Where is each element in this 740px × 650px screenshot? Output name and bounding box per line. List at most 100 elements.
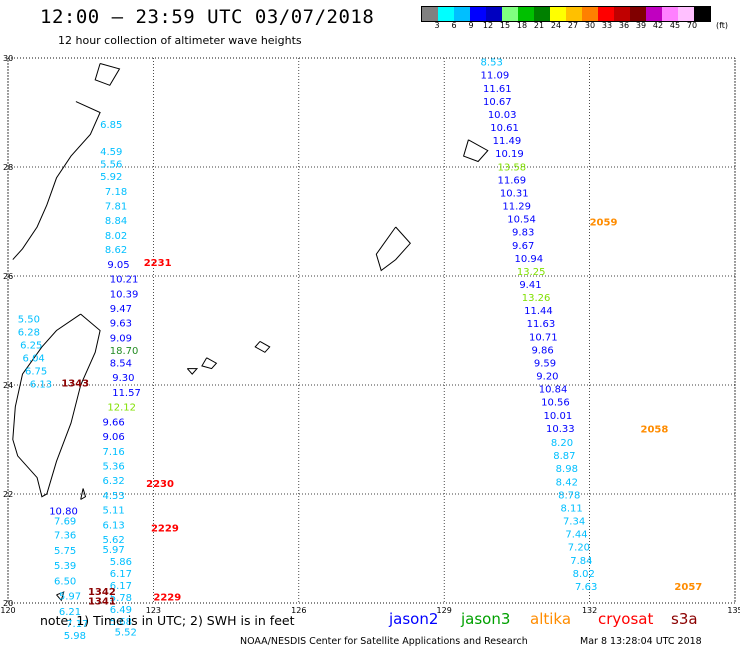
color-legend-label: 9 <box>468 21 474 30</box>
color-swatch <box>630 7 646 21</box>
color-swatch <box>470 7 486 21</box>
wave-height-value: 5.92 <box>100 172 122 183</box>
wave-height-value: 6.21 <box>59 607 81 618</box>
wave-height-value: 5.75 <box>54 546 76 557</box>
wave-height-value: 6.49 <box>110 605 132 616</box>
color-swatch <box>582 7 598 21</box>
wave-height-value: 6.28 <box>18 327 40 338</box>
color-swatch <box>454 7 470 21</box>
wave-height-value: 12.12 <box>107 403 136 414</box>
wave-height-value: 10.03 <box>488 110 517 121</box>
wave-height-value: 8.84 <box>105 216 127 227</box>
wave-height-value: 6.75 <box>25 367 47 378</box>
wave-height-value: 10.33 <box>546 424 575 435</box>
wave-height-value: 9.83 <box>512 228 534 239</box>
wave-height-value: 8.54 <box>110 358 132 369</box>
wave-height-value: 10.94 <box>514 254 543 265</box>
pass-time-label: 2229 <box>153 592 181 603</box>
color-swatch <box>518 7 534 21</box>
wave-height-value: 7.34 <box>563 517 585 528</box>
color-swatch <box>486 7 502 21</box>
wave-height-value: 10.39 <box>110 289 139 300</box>
pass-time-label: 2230 <box>146 479 174 490</box>
color-legend-label: 45 <box>669 21 681 30</box>
color-legend-label: 12 <box>482 21 494 30</box>
wave-height-value: 5.11 <box>103 506 125 517</box>
color-swatch <box>550 7 566 21</box>
color-swatch <box>598 7 614 21</box>
wave-height-value: 11.61 <box>483 84 512 95</box>
lat-tick-label: 24 <box>3 381 13 390</box>
wave-height-value: 6.32 <box>103 476 125 487</box>
wave-height-value: 5.50 <box>18 314 40 325</box>
color-legend-labels: 3 6 9 12 15 18 21 24 27 30 33 36 39 42 45 70 <box>421 21 727 33</box>
wave-height-value: 7.16 <box>103 447 125 458</box>
footer-note: note: 1) Time is in UTC; 2) SWH is in fe… <box>40 613 295 628</box>
lat-tick-label: 28 <box>3 163 13 172</box>
color-swatch <box>438 7 454 21</box>
wave-height-value: 10.21 <box>110 275 139 286</box>
wave-height-value: 9.59 <box>534 358 556 369</box>
coastline-layer <box>12 63 489 602</box>
wave-height-value: 7.69 <box>54 517 76 528</box>
wave-height-value: 11.09 <box>481 71 510 82</box>
wave-height-value: 9.66 <box>103 417 125 428</box>
wave-height-value: 9.06 <box>103 432 125 443</box>
color-legend-label: 33 <box>601 21 613 30</box>
legend-cryosat: cryosat <box>598 610 654 628</box>
lon-tick-label: 129 <box>437 606 452 615</box>
wave-height-value: 5.68 <box>110 617 132 628</box>
wave-height-value: 10.19 <box>495 149 524 160</box>
wave-height-value: 9.67 <box>512 241 534 252</box>
wave-height-value: 11.57 <box>112 388 141 399</box>
wave-height-value: 6.17 <box>110 569 132 580</box>
legend-altika: altika <box>530 610 572 628</box>
wave-height-value: 8.78 <box>558 490 580 501</box>
wave-height-value: 8.62 <box>105 245 127 256</box>
color-swatch <box>646 7 662 21</box>
generation-timestamp: Mar 8 13:28:04 UTC 2018 <box>580 636 702 647</box>
wave-height-value: 6.25 <box>20 340 42 351</box>
lat-tick-label: 22 <box>3 490 13 499</box>
wave-height-value: 7.17 <box>66 619 88 630</box>
coastline <box>462 139 489 163</box>
wave-height-value: 10.71 <box>529 332 558 343</box>
wave-height-value: 6.17 <box>110 581 132 592</box>
color-legend-label: 3 <box>434 21 440 30</box>
color-legend-label: 24 <box>550 21 562 30</box>
wave-height-value: 7.81 <box>105 202 127 213</box>
credit-line: NOAA/NESDIS Center for Satellite Applica… <box>240 636 528 647</box>
wave-height-value: 10.80 <box>49 507 78 518</box>
pass-time-label: 2231 <box>144 258 172 269</box>
wave-height-value: 11.29 <box>502 202 531 213</box>
coastline <box>186 368 199 375</box>
wave-height-value: 11.44 <box>524 306 553 317</box>
color-legend-label: 39 <box>635 21 647 30</box>
color-swatch <box>694 7 710 21</box>
wave-height-value: 11.69 <box>498 175 527 186</box>
wave-height-value: 8.42 <box>556 477 578 488</box>
wave-height-value: 11.63 <box>527 319 556 330</box>
wave-height-value: 4.59 <box>100 147 122 158</box>
legend-jason2: jason2 <box>389 610 439 628</box>
wave-height-value: 9.47 <box>110 304 132 315</box>
color-legend-label: 42 <box>652 21 664 30</box>
wave-height-value: 6.50 <box>54 576 76 587</box>
lon-tick-label: 120 <box>0 606 15 615</box>
wave-height-value: 7.84 <box>570 556 592 567</box>
axis-tick-labels: 120 123 126 129 132 135 30 28 26 24 22 20 <box>0 54 740 615</box>
wave-height-value: 9.20 <box>536 372 558 383</box>
color-swatch <box>566 7 582 21</box>
wave-height-value: 8.02 <box>573 569 595 580</box>
coastline <box>80 488 87 500</box>
wave-height-value: 6.04 <box>23 354 45 365</box>
color-legend <box>421 6 711 22</box>
pass-time-label: 2229 <box>151 524 179 535</box>
color-swatch <box>662 7 678 21</box>
wave-height-value: 9.86 <box>531 345 553 356</box>
wave-height-value: 8.20 <box>551 438 573 449</box>
wave-height-value: 7.36 <box>54 531 76 542</box>
coastline <box>94 63 121 86</box>
